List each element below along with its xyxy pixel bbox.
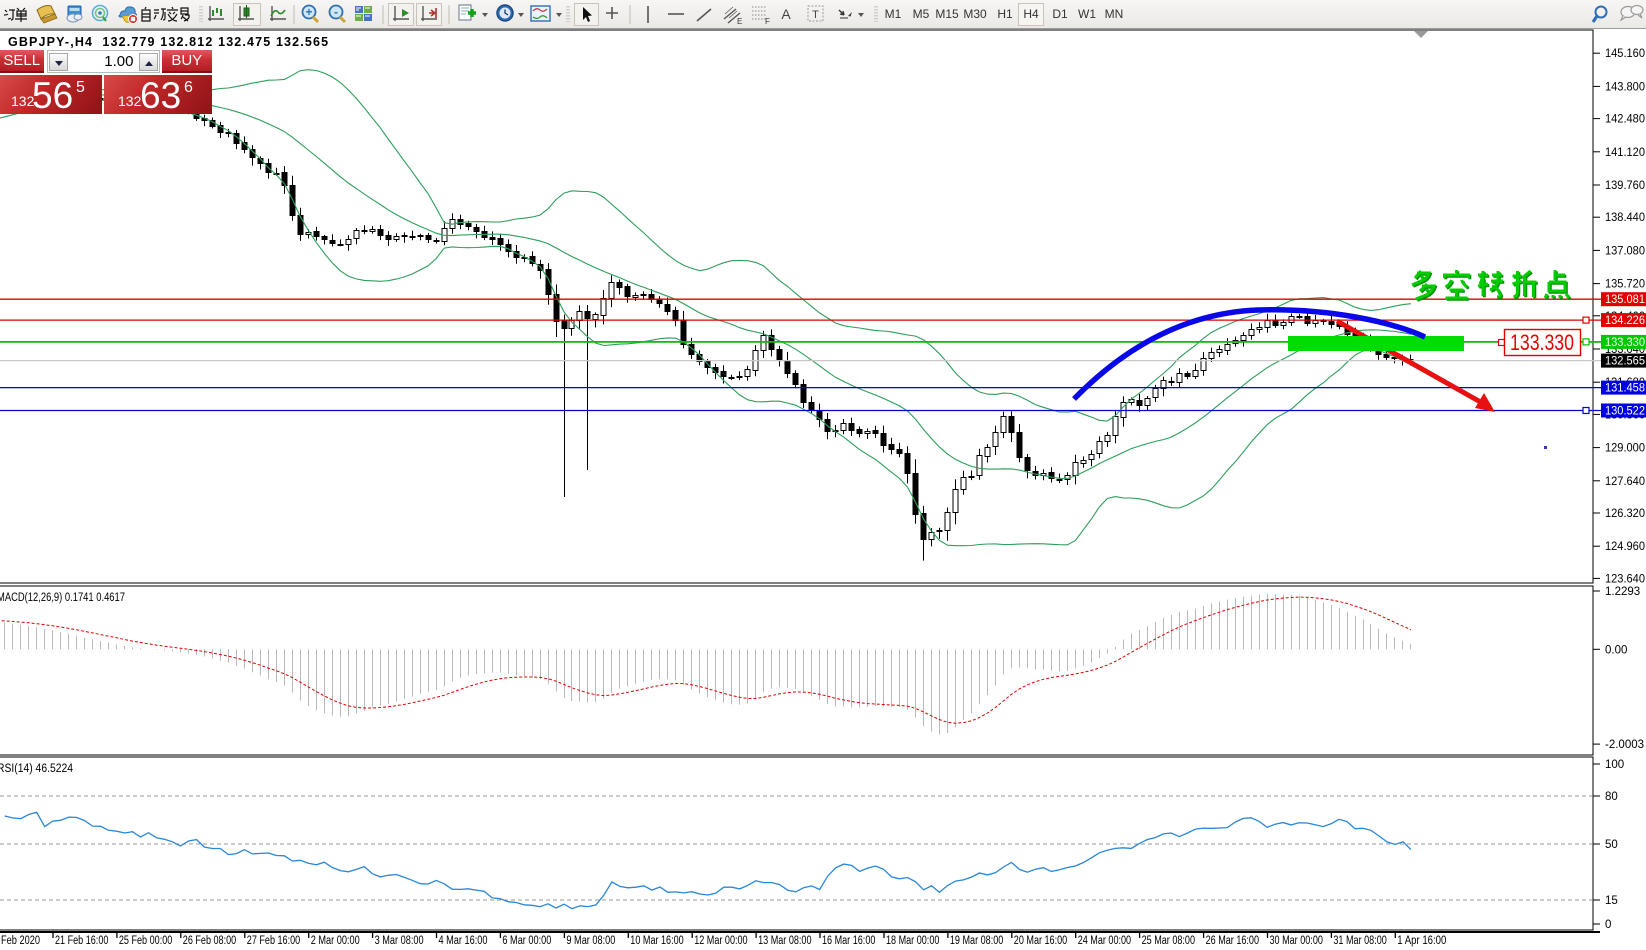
svg-text:1.2293: 1.2293 [1605,586,1640,598]
svg-text:25 Feb 00:00: 25 Feb 00:00 [119,935,172,947]
svg-text:H1: H1 [997,7,1013,21]
svg-text:80: 80 [1605,791,1618,803]
svg-text:9 Mar 08:00: 9 Mar 08:00 [566,935,615,947]
svg-text:25 Mar 08:00: 25 Mar 08:00 [1142,935,1195,947]
svg-text:18 Mar 00:00: 18 Mar 00:00 [886,935,939,947]
svg-text:20 Mar 16:00: 20 Mar 16:00 [1014,935,1067,947]
svg-text:W1: W1 [1078,7,1096,21]
svg-text:26 Mar 16:00: 26 Mar 16:00 [1206,935,1259,947]
svg-text:139.760: 139.760 [1605,180,1645,192]
svg-text:2 Mar 00:00: 2 Mar 00:00 [311,935,360,947]
svg-text:129.000: 129.000 [1605,443,1645,455]
svg-text:133.330: 133.330 [1605,337,1645,349]
svg-text:27 Feb 16:00: 27 Feb 16:00 [247,935,300,947]
svg-text:138.440: 138.440 [1605,212,1645,224]
svg-text:135.081: 135.081 [1605,294,1645,306]
svg-text:21 Feb 16:00: 21 Feb 16:00 [55,935,108,947]
svg-text:D1: D1 [1052,7,1068,21]
svg-text:100: 100 [1605,759,1624,771]
svg-text:141.120: 141.120 [1605,147,1645,159]
svg-text:15: 15 [1605,895,1618,907]
svg-text:19 Mar 08:00: 19 Mar 08:00 [950,935,1003,947]
svg-text:145.160: 145.160 [1605,48,1645,60]
svg-text:0: 0 [1605,919,1611,931]
svg-text:-2.0003: -2.0003 [1605,739,1644,751]
svg-text:24 Mar 00:00: 24 Mar 00:00 [1078,935,1131,947]
svg-text:127.640: 127.640 [1605,476,1645,488]
svg-text:0.00: 0.00 [1605,644,1627,656]
svg-text:4 Mar 16:00: 4 Mar 16:00 [439,935,488,947]
svg-text:M1: M1 [885,7,902,21]
svg-text:MN: MN [1105,7,1124,21]
svg-text:+: + [305,5,312,19]
svg-text:137.080: 137.080 [1605,245,1645,257]
svg-text:H4: H4 [1023,7,1039,21]
svg-text:134.226: 134.226 [1605,315,1645,327]
svg-text:143.800: 143.800 [1605,81,1645,93]
svg-text:E: E [737,17,742,26]
svg-text:135.720: 135.720 [1605,279,1645,291]
svg-text:16 Mar 16:00: 16 Mar 16:00 [822,935,875,947]
svg-text:126.320: 126.320 [1605,508,1645,520]
svg-text:133.330: 133.330 [1510,330,1574,355]
svg-text:MACD(12,26,9) 0.1741 0.4617: MACD(12,26,9) 0.1741 0.4617 [0,592,125,604]
svg-text:6 Mar 00:00: 6 Mar 00:00 [502,935,551,947]
svg-text:1 Apr 16:00: 1 Apr 16:00 [1397,935,1446,947]
svg-text:Feb 2020: Feb 2020 [1,935,40,947]
svg-text:30 Mar 00:00: 30 Mar 00:00 [1270,935,1323,947]
svg-text:F: F [765,17,770,26]
svg-text:31 Mar 08:00: 31 Mar 08:00 [1333,935,1386,947]
svg-text:M15: M15 [935,7,959,21]
svg-text:M30: M30 [963,7,987,21]
svg-text:RSI(14) 46.5224: RSI(14) 46.5224 [0,763,74,775]
svg-text:10 Mar 16:00: 10 Mar 16:00 [630,935,683,947]
svg-text:-: - [334,5,338,19]
svg-text:50: 50 [1605,839,1618,851]
svg-text:M5: M5 [913,7,930,21]
svg-text:T: T [812,9,819,21]
svg-text:3 Mar 08:00: 3 Mar 08:00 [375,935,424,947]
svg-text:124.960: 124.960 [1605,541,1645,553]
svg-text:142.480: 142.480 [1605,114,1645,126]
svg-text:12 Mar 00:00: 12 Mar 00:00 [694,935,747,947]
svg-text:130.522: 130.522 [1605,406,1645,418]
svg-text:13 Mar 08:00: 13 Mar 08:00 [758,935,811,947]
svg-text:26 Feb 08:00: 26 Feb 08:00 [183,935,236,947]
svg-text:132.565: 132.565 [1605,356,1645,368]
svg-text:131.458: 131.458 [1605,383,1645,395]
svg-text:A: A [781,6,791,22]
svg-text:123.640: 123.640 [1605,573,1645,585]
